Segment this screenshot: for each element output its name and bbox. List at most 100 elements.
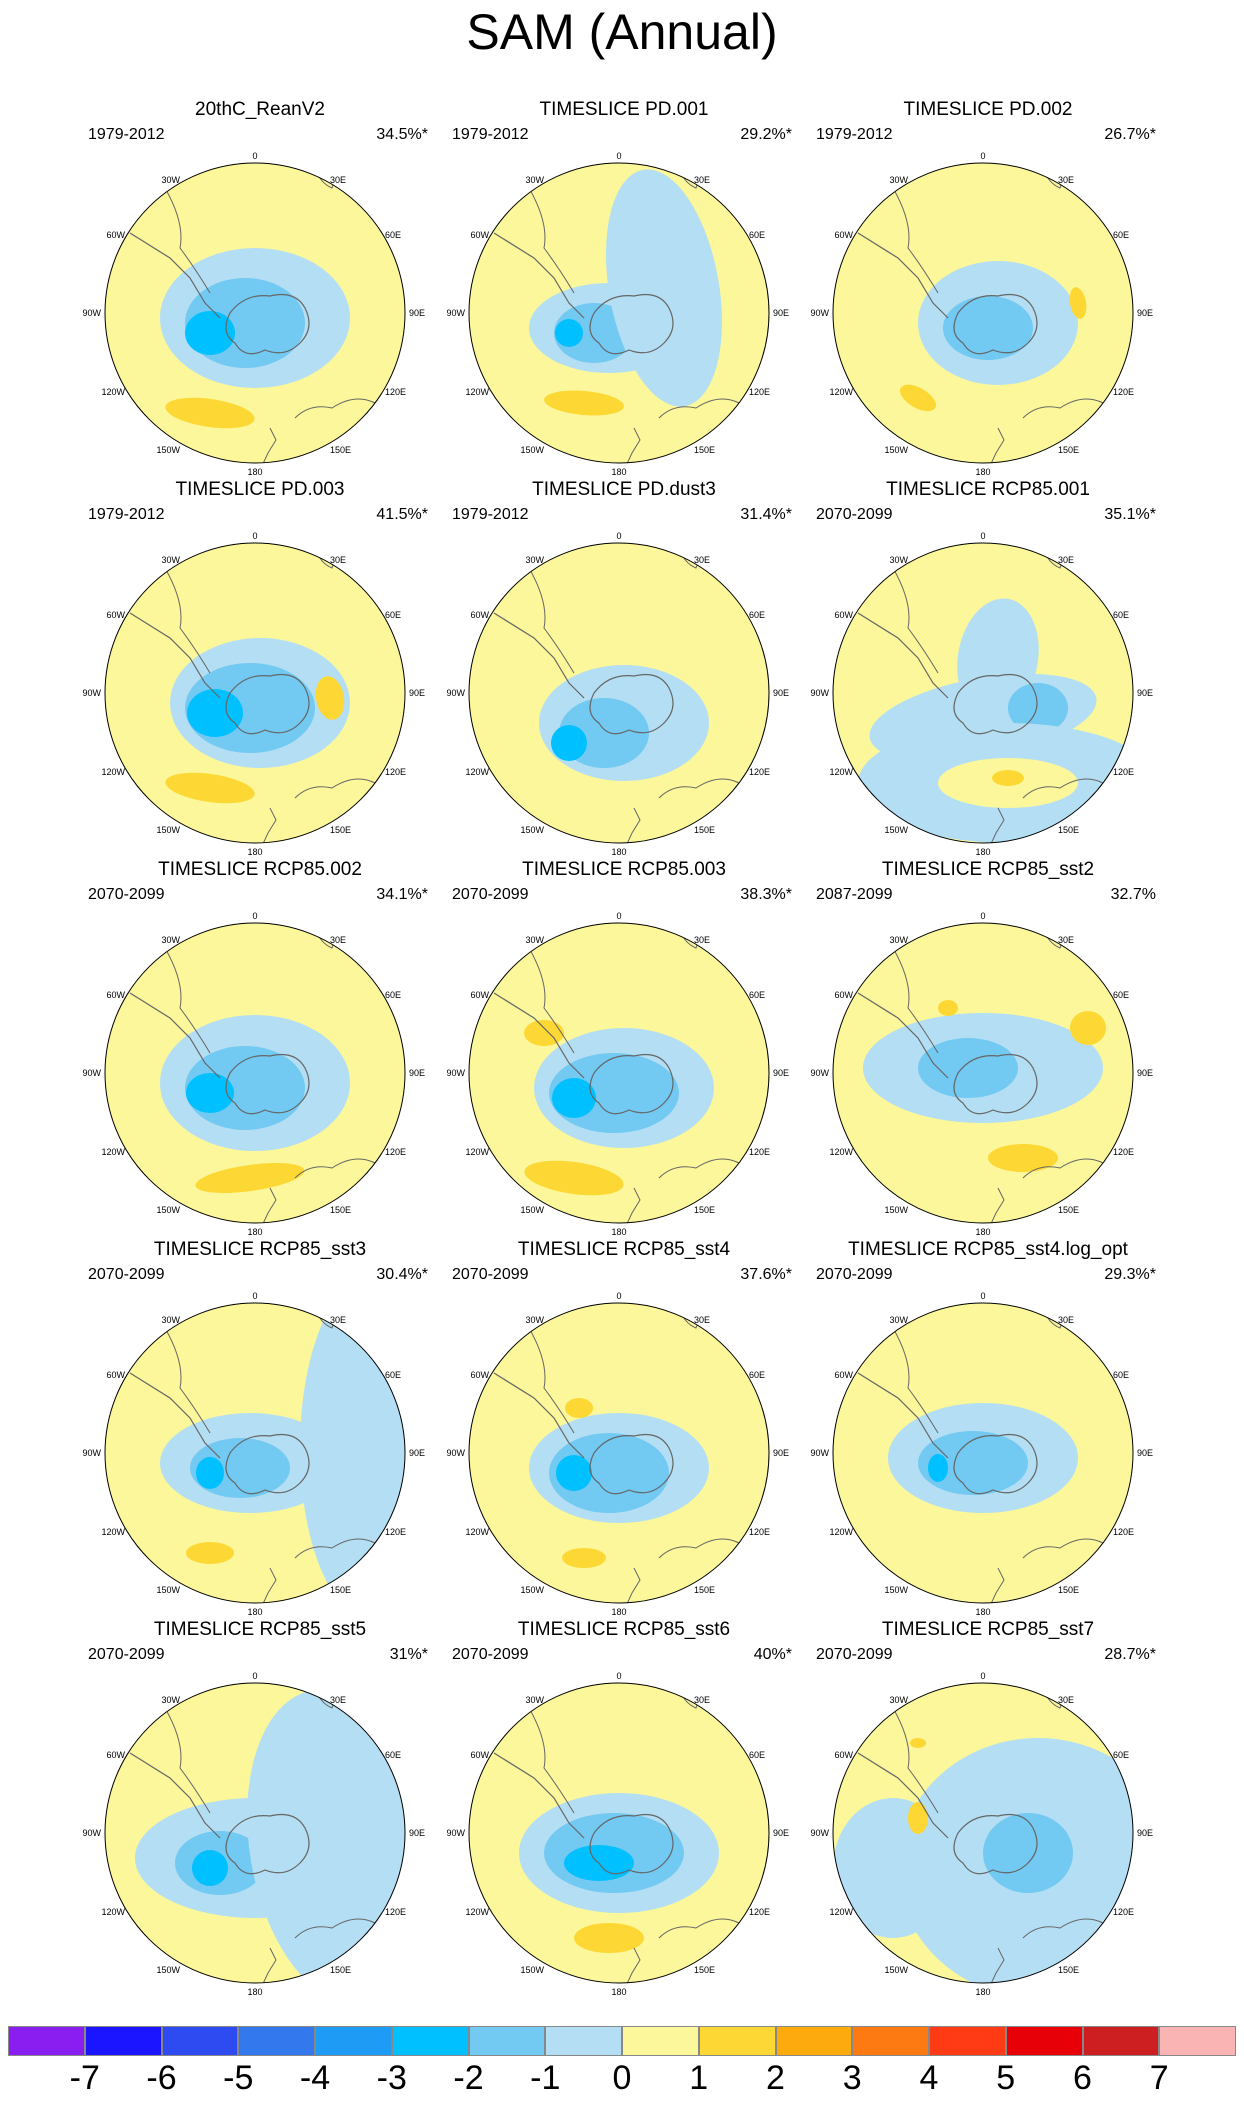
colorbar-tick-label: 4 (919, 2059, 939, 2097)
panel-explained-variance: 32.7% (1110, 886, 1156, 903)
longitude-label: 0 (980, 1291, 985, 1301)
longitude-label: 90W (446, 1448, 465, 1458)
new-zealand-coastline (625, 807, 641, 843)
longitude-label: 30W (161, 1315, 180, 1325)
antarctica-coastline (225, 1433, 310, 1495)
colorbar (8, 2026, 1236, 2056)
panel-explained-variance: 31%* (389, 1646, 428, 1663)
longitude-label: 180 (975, 467, 990, 477)
contour-region (908, 1802, 928, 1834)
panel-period: 2070-2099 (452, 1646, 529, 1663)
contour-region (988, 1144, 1058, 1172)
colorbar-swatch (238, 2026, 315, 2056)
longitude-label: 60W (470, 990, 489, 1000)
contour-region (605, 169, 723, 407)
longitude-label: 60W (834, 1750, 853, 1760)
contour-region (554, 303, 634, 363)
longitude-label: 0 (252, 1291, 257, 1301)
panel-period: 2070-2099 (816, 506, 893, 523)
south-america-coastline (129, 232, 221, 319)
longitude-label: 60W (834, 1370, 853, 1380)
new-zealand-coastline (625, 1567, 641, 1603)
antarctica-coastline (953, 1433, 1038, 1495)
longitude-label: 0 (980, 1671, 985, 1681)
longitude-label: 90W (82, 1828, 101, 1838)
polar-map: 0 30W 30E 60W 60E 90W 90E 120W 120E 150W 150E 180 (446, 1291, 789, 1617)
map-boundary (468, 1682, 770, 1984)
longitude-label: 0 (616, 911, 621, 921)
longitude-label: 30W (525, 555, 544, 565)
longitude-label: 150E (694, 445, 715, 455)
contour-region (300, 1303, 405, 1603)
longitude-label: 0 (616, 1671, 621, 1681)
longitude-label: 180 (247, 847, 262, 857)
longitude-label: 30E (330, 935, 346, 945)
longitude-label: 60W (106, 610, 125, 620)
antarctica-coastline (589, 1053, 674, 1115)
panel-title: TIMESLICE RCP85_sst3 (153, 1239, 367, 1260)
longitude-label: 90E (1137, 688, 1153, 698)
longitude-label: 90E (1137, 1828, 1153, 1838)
map-boundary (104, 162, 406, 464)
longitude-label: 120E (1113, 767, 1134, 777)
longitude-label: 30E (330, 1315, 346, 1325)
contour-region (185, 311, 235, 355)
longitude-label: 90W (810, 308, 829, 318)
longitude-label: 180 (611, 847, 626, 857)
contour-region (918, 1431, 1028, 1495)
longitude-label: 60W (106, 230, 125, 240)
longitude-label: 90E (409, 1448, 425, 1458)
south-america-coastline (892, 567, 939, 674)
new-zealand-coastline (989, 1947, 1005, 1983)
south-america-coastline (857, 612, 949, 699)
south-america-coastline (129, 1372, 221, 1459)
longitude-label: 150W (884, 1205, 908, 1215)
longitude-label: 90E (409, 308, 425, 318)
longitude-label: 150W (520, 445, 544, 455)
longitude-label: 180 (975, 1227, 990, 1237)
colorbar-swatch (929, 2026, 1006, 2056)
south-america-coastline (528, 187, 575, 294)
contour-region (565, 1398, 593, 1418)
colorbar-tick-label: 1 (689, 2059, 709, 2097)
panel-title: 20thC_ReanV2 (195, 99, 325, 120)
contour-region (187, 689, 243, 737)
panel-title: TIMESLICE RCP85_sst7 (881, 1619, 1095, 1640)
longitude-label: 30W (161, 1695, 180, 1705)
new-zealand-coastline (625, 1187, 641, 1223)
longitude-label: 120W (465, 387, 489, 397)
panel-period: 1979-2012 (88, 506, 165, 523)
polar-map: 0 30W 30E 60W 60E 90W 90E 120W 120E 150W 150E 180 (810, 911, 1153, 1237)
longitude-label: 120E (749, 1527, 770, 1537)
longitude-label: 60E (385, 990, 401, 1000)
longitude-label: 120W (101, 1527, 125, 1537)
longitude-label: 90E (773, 308, 789, 318)
longitude-label: 150E (1058, 825, 1079, 835)
longitude-label: 60E (385, 610, 401, 620)
longitude-label: 120W (829, 1527, 853, 1537)
longitude-label: 150E (330, 445, 351, 455)
contour-region (186, 1542, 234, 1564)
map-boundary (832, 1302, 1134, 1604)
new-zealand-coastline (625, 1947, 641, 1983)
antarctica-coastline (589, 1433, 674, 1495)
contour-region (899, 384, 937, 412)
longitude-label: 120W (465, 767, 489, 777)
panel-explained-variance: 34.1%* (376, 886, 428, 903)
longitude-label: 30E (694, 555, 710, 565)
south-america-coastline (493, 1372, 585, 1459)
longitude-label: 60E (1113, 230, 1129, 240)
longitude-label: 120E (385, 1907, 406, 1917)
longitude-label: 60W (106, 990, 125, 1000)
colorbar-swatch (775, 2026, 853, 2056)
longitude-label: 150E (1058, 445, 1079, 455)
south-america-coastline (892, 947, 939, 1054)
panel-period: 2070-2099 (88, 1266, 165, 1283)
longitude-label: 30E (694, 1695, 710, 1705)
longitude-label: 0 (252, 151, 257, 161)
new-zealand-coastline (261, 427, 277, 463)
south-america-coastline (129, 1752, 221, 1839)
panel-title: TIMESLICE RCP85_sst4.log_opt (848, 1239, 1128, 1260)
contour-region (957, 598, 1039, 718)
longitude-label: 180 (975, 847, 990, 857)
